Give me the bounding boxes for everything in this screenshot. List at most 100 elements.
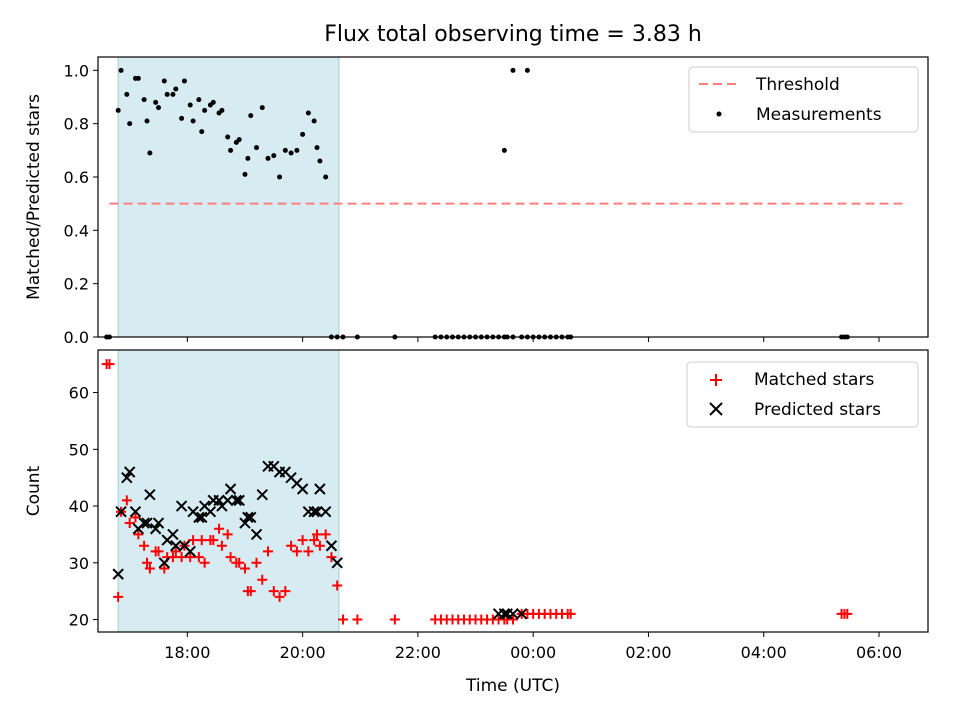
observing-interval-shade (117, 56, 340, 338)
predicted-star-marker (121, 471, 133, 484)
matched-star-marker (291, 546, 302, 557)
matched-star-marker (193, 552, 204, 563)
predicted-star-marker (149, 523, 162, 535)
bot-ytick-label: 60 (69, 384, 89, 403)
top-y-ticks: 0.0 0.2 0.4 0.6 0.8 1.0 (64, 61, 98, 347)
matched-star-marker (176, 552, 187, 563)
predicted-star-marker (308, 506, 320, 518)
measurement-point (288, 150, 294, 156)
top-ytick-label: 0.6 (64, 168, 89, 187)
measurement-point (161, 78, 167, 84)
legend-matched-swatch (710, 374, 722, 386)
predicted-star-marker (230, 494, 243, 507)
matched-star-marker (139, 540, 150, 551)
measurement-point (190, 118, 196, 124)
measurement-point (254, 145, 260, 151)
bot-ytick-label: 20 (69, 611, 89, 630)
measurement-point (144, 118, 150, 124)
bot-ytick-label: 40 (69, 497, 89, 516)
predicted-star-marker (250, 528, 263, 541)
top-ytick-label: 0.2 (64, 275, 89, 294)
matched-star-marker (352, 614, 363, 625)
chart-title: Flux total observing time = 3.83 h (324, 22, 702, 47)
xtick-label: 20:00 (280, 643, 326, 662)
matched-star-marker (196, 535, 207, 546)
top-axes-frame (97, 56, 929, 338)
bottom-axes-frame (97, 349, 929, 633)
measurement-point (118, 67, 124, 73)
predicted-star-marker (515, 608, 528, 620)
matched-star-marker (337, 614, 348, 625)
matched-star-marker (245, 586, 256, 597)
predicted-star-marker (325, 540, 338, 552)
matched-star-marker (309, 535, 320, 546)
top-legend: Threshold Measurements (688, 66, 919, 133)
predicted-star-marker (115, 506, 127, 518)
predicted-star-marker (245, 511, 257, 524)
matched-star-marker (332, 580, 343, 591)
xtick-label: 04:00 (741, 643, 787, 662)
matched-star-marker (239, 563, 250, 574)
matched-star-marker (133, 529, 144, 540)
matched-star-marker (234, 557, 245, 568)
predicted-star-marker (138, 517, 150, 529)
matched-star-marker (251, 557, 262, 568)
matched-star-marker (314, 540, 325, 551)
bottom-y-ticks: 20 30 40 50 60 (69, 384, 98, 630)
matched-star-marker (268, 586, 279, 597)
measurement-point (135, 75, 141, 81)
matched-star-marker (286, 540, 297, 551)
measurement-point (181, 78, 187, 84)
legend-matched-label: Matched stars (754, 370, 874, 390)
predicted-star-marker (224, 483, 237, 495)
bottom-panel: 20 30 40 50 60 18:00 20:00 22:00 00:00 02:00 04:0… (24, 349, 929, 696)
predicted-star-marker (158, 557, 170, 569)
matched-star-marker (263, 546, 274, 557)
matched-star-marker (320, 529, 331, 540)
measurement-point (265, 155, 271, 161)
predicted-star-marker (507, 608, 519, 620)
matched-star-marker (144, 563, 155, 574)
measurement-point (510, 67, 516, 73)
matched-star-markers (101, 359, 853, 625)
xtick-label: 00:00 (510, 643, 556, 662)
measurement-point (501, 147, 507, 153)
measurement-point (317, 158, 323, 164)
measurement-point (242, 171, 248, 177)
matched-star-marker (565, 608, 576, 619)
predicted-star-marker (233, 494, 245, 507)
measurement-point (147, 150, 153, 156)
measurement-point (164, 91, 170, 97)
predicted-star-markers (112, 460, 528, 620)
predicted-star-marker (144, 488, 156, 501)
matched-star-marker (199, 557, 210, 568)
measurement-point (311, 118, 317, 124)
measurement-point (248, 113, 254, 119)
measurement-point (199, 129, 205, 135)
predicted-star-marker (196, 511, 208, 524)
measurement-point (127, 121, 133, 127)
matched-star-marker (274, 591, 285, 602)
matched-star-marker (842, 608, 853, 619)
matched-star-marker (113, 591, 124, 602)
matched-star-marker (124, 518, 135, 529)
legend-threshold-label: Threshold (755, 75, 840, 95)
legend-measurements-swatch (716, 111, 722, 117)
matched-star-marker (141, 557, 152, 568)
predicted-star-marker (256, 488, 268, 501)
bottom-legend-box (686, 361, 919, 428)
measurement-point (300, 131, 306, 137)
measurement-point (305, 110, 311, 116)
predicted-star-marker (242, 511, 254, 524)
predicted-star-marker (314, 483, 326, 495)
measurement-point (170, 91, 176, 97)
predicted-star-marker (152, 517, 165, 529)
xtick-label: 02:00 (625, 643, 671, 662)
top-legend-box (688, 66, 919, 133)
matched-star-marker (208, 535, 219, 546)
matched-star-marker (104, 359, 115, 370)
measurement-point (115, 107, 121, 113)
matched-star-marker (153, 546, 164, 557)
xtick-label: 18:00 (164, 643, 210, 662)
